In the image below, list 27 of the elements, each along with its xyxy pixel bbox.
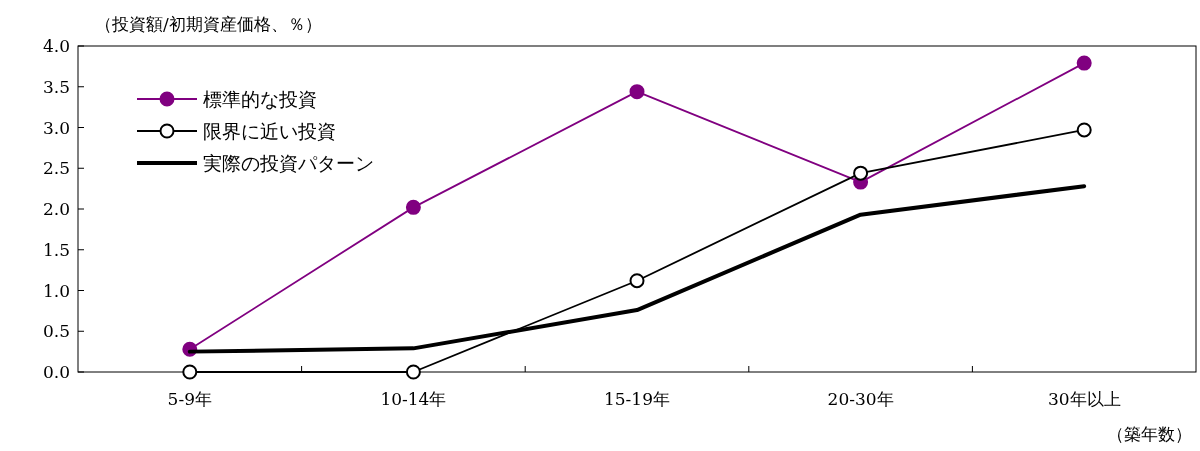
point bbox=[1076, 122, 1092, 138]
y-tick-label: 1.5 bbox=[42, 239, 70, 260]
point bbox=[853, 165, 869, 181]
y-tick-label: 3.5 bbox=[42, 76, 70, 97]
point bbox=[629, 273, 645, 289]
x-tick-label: 5-9年 bbox=[167, 389, 212, 409]
x-axis-title: （築年数） bbox=[1107, 424, 1192, 444]
point bbox=[405, 364, 421, 380]
x-tick-label: 10-14年 bbox=[380, 389, 447, 409]
point bbox=[1076, 55, 1092, 71]
y-tick-label: 2.5 bbox=[42, 158, 70, 179]
x-tick-label: 15-19年 bbox=[603, 389, 671, 409]
y-tick-label: 1.0 bbox=[42, 280, 70, 301]
point bbox=[629, 84, 645, 100]
point bbox=[405, 199, 421, 215]
y-tick-label: 2.0 bbox=[42, 199, 70, 219]
x-tick-label: 20-30年 bbox=[827, 389, 894, 409]
legend-label: 標準的な投資 bbox=[203, 88, 317, 110]
point bbox=[182, 364, 198, 380]
y-tick-label: 3.0 bbox=[42, 117, 70, 138]
x-tick-label: 30年以上 bbox=[1047, 389, 1121, 409]
y-tick-label: 4.0 bbox=[42, 36, 70, 56]
legend-label: 実際の投資パターン bbox=[203, 152, 374, 174]
y-tick-label: 0.5 bbox=[42, 321, 70, 342]
y-tick-label: 0.0 bbox=[42, 362, 70, 382]
legend-label: 限界に近い投資 bbox=[203, 120, 336, 142]
y-axis-title: （投資額/初期資産価格、％） bbox=[95, 14, 322, 34]
